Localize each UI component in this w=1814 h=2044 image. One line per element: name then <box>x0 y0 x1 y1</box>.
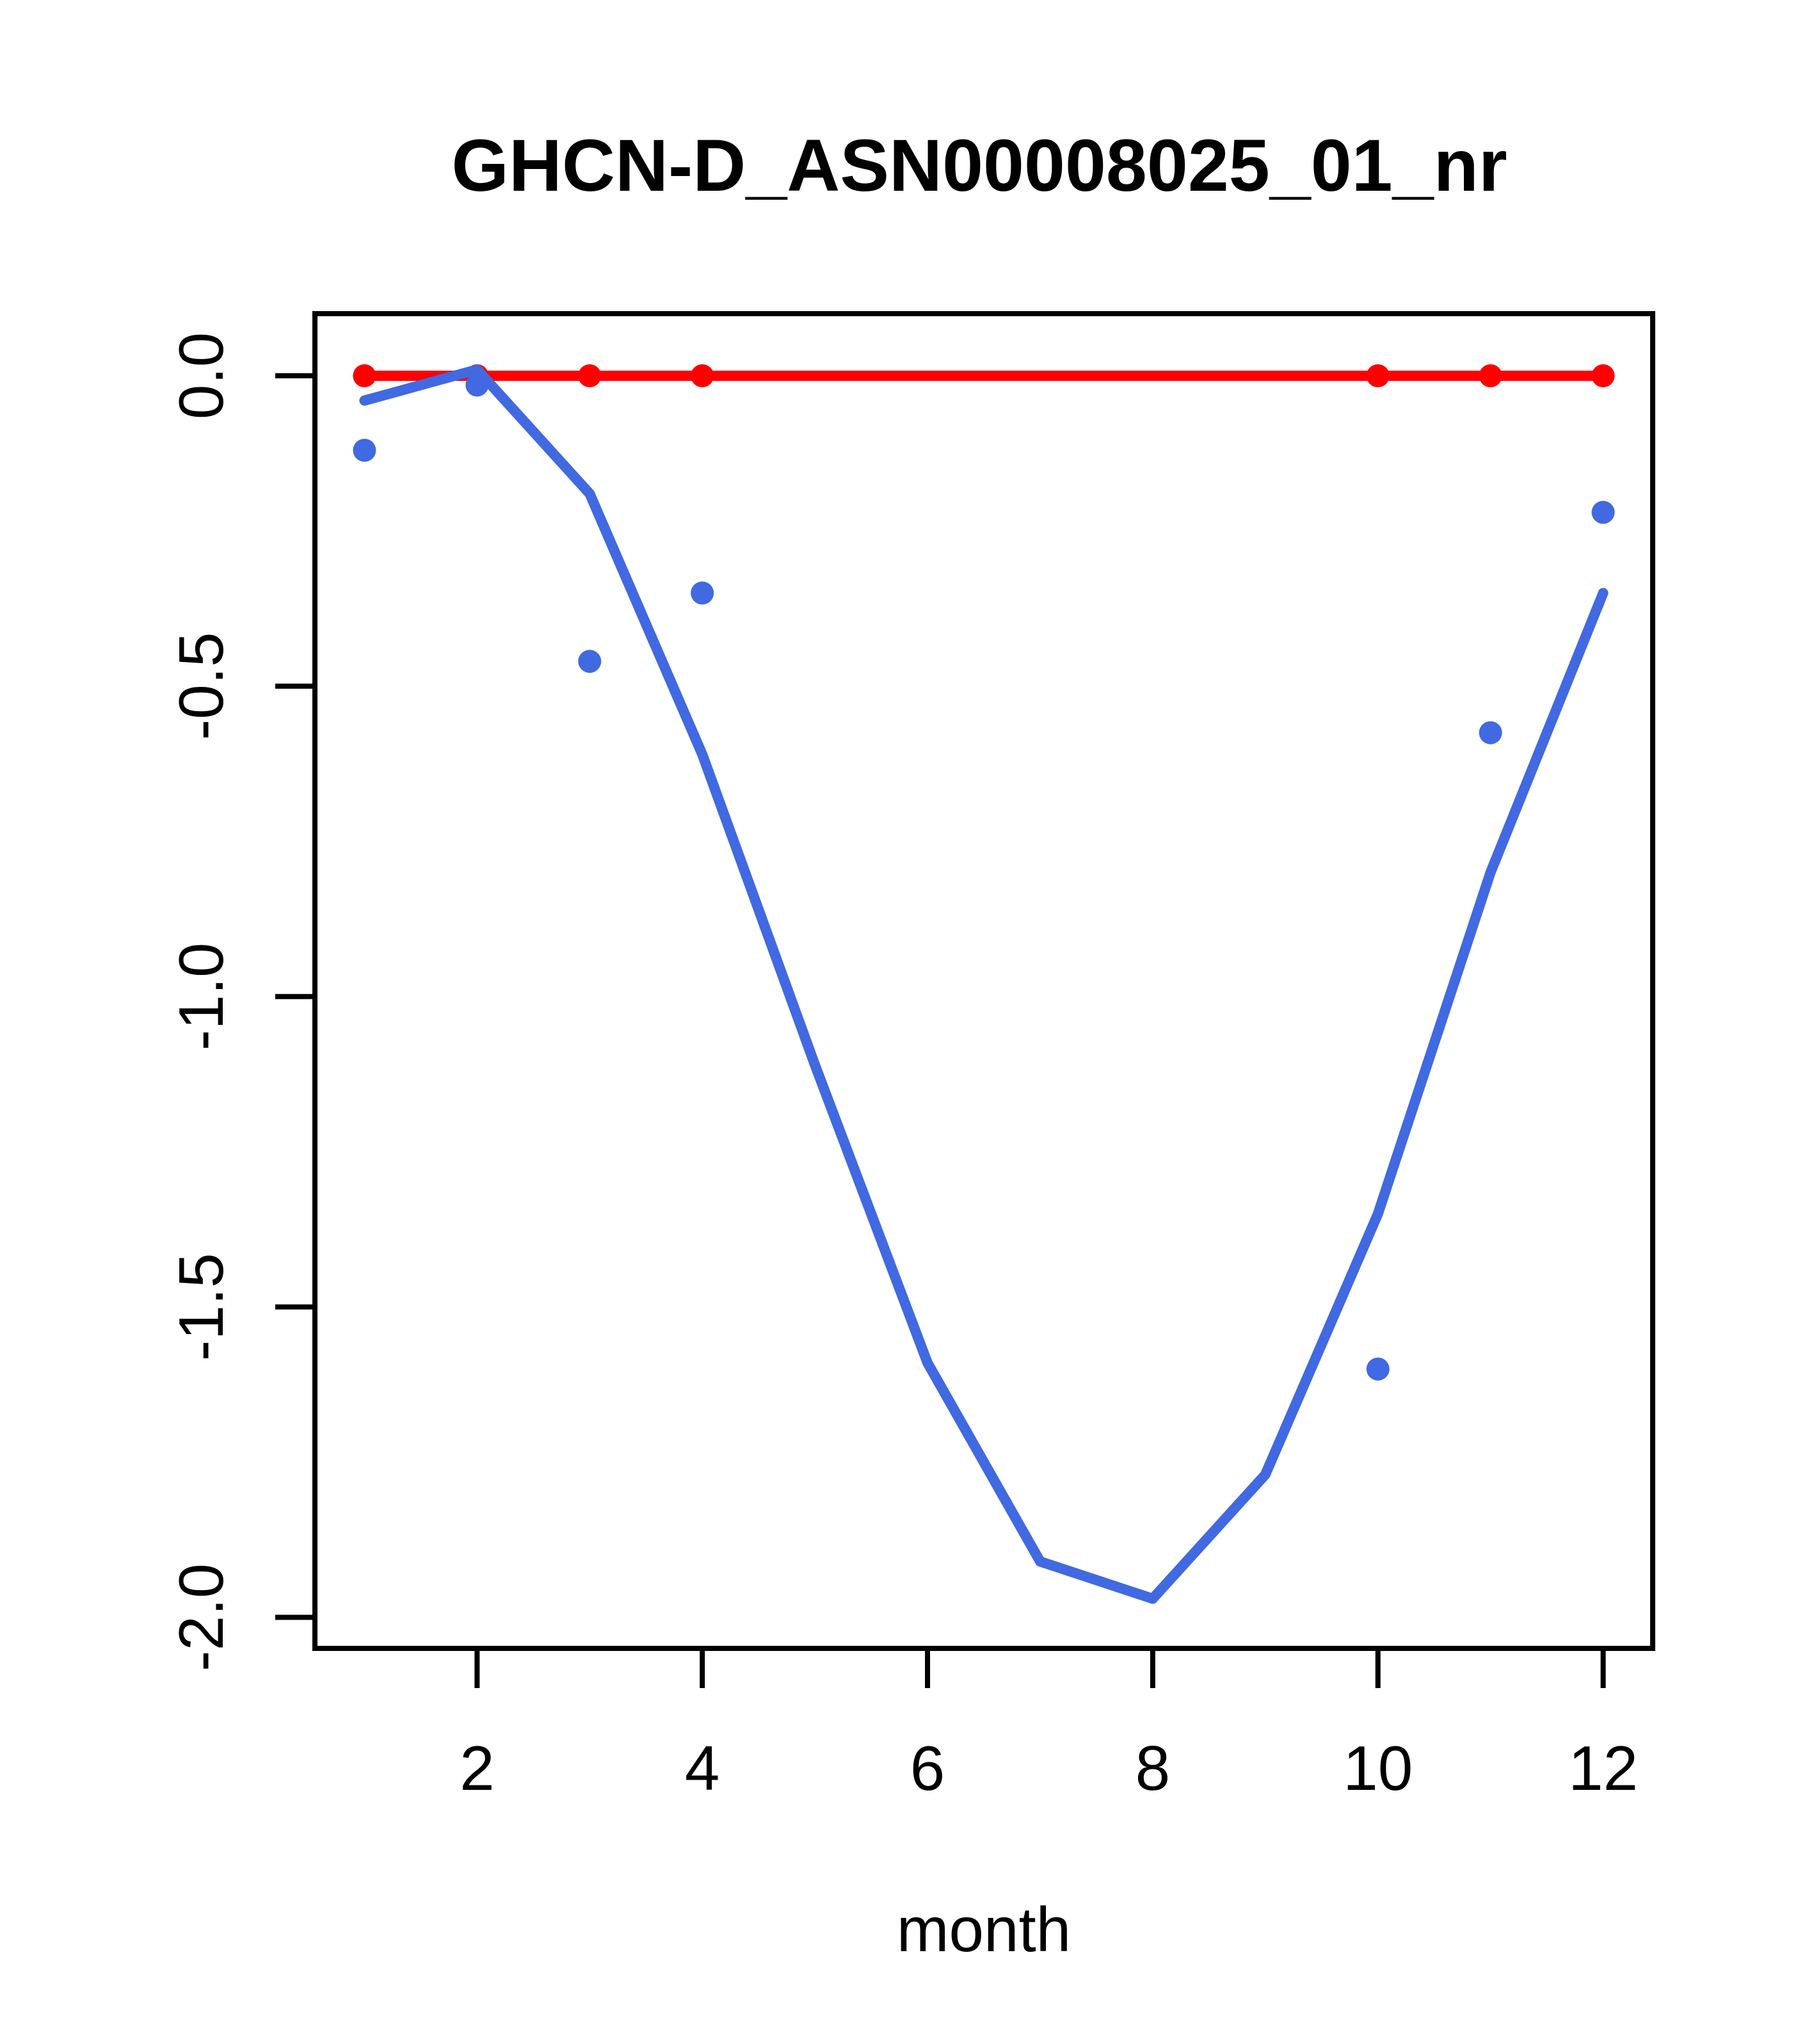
chart-title: GHCN-D_ASN00008025_01_nr <box>451 125 1507 207</box>
x-tick-label: 2 <box>460 1733 495 1803</box>
x-tick-label: 12 <box>1568 1733 1638 1803</box>
x-axis-title: month <box>897 1894 1071 1965</box>
data-series-layer <box>353 364 1615 1604</box>
zero-reference-point <box>353 364 376 387</box>
zero-reference-point <box>1479 364 1502 387</box>
x-tick-label: 10 <box>1343 1733 1413 1803</box>
zero-reference-point <box>578 364 602 387</box>
observed-points-point <box>1479 721 1502 744</box>
observed-points-point <box>691 581 714 605</box>
observed-points-point <box>1591 501 1615 524</box>
y-tick-label: 0.0 <box>166 332 236 419</box>
y-axis-ticks: 0.0 -0.5 -1.0 -1.5 -2.0 <box>166 332 312 1671</box>
zero-reference-point <box>691 364 714 387</box>
zero-reference-point <box>1591 364 1615 387</box>
x-tick-label: 4 <box>685 1733 720 1803</box>
y-tick-label: -1.0 <box>166 942 236 1050</box>
y-tick-label: -1.5 <box>166 1253 236 1361</box>
observed-points-point <box>1366 1357 1390 1381</box>
observed-points-point <box>353 439 376 462</box>
observed-points-point <box>578 650 602 673</box>
y-tick-label: -0.5 <box>166 632 236 740</box>
zero-reference-point <box>1366 364 1390 387</box>
y-tick-label: -2.0 <box>166 1563 236 1671</box>
plot-border <box>312 311 1655 1651</box>
x-tick-label: 8 <box>1136 1733 1171 1803</box>
x-tick-label: 6 <box>910 1733 945 1803</box>
observed-points-point <box>465 373 489 397</box>
x-axis-ticks: 2 4 6 8 10 12 <box>460 1651 1638 1803</box>
fitted-curve-line <box>359 364 1609 1604</box>
